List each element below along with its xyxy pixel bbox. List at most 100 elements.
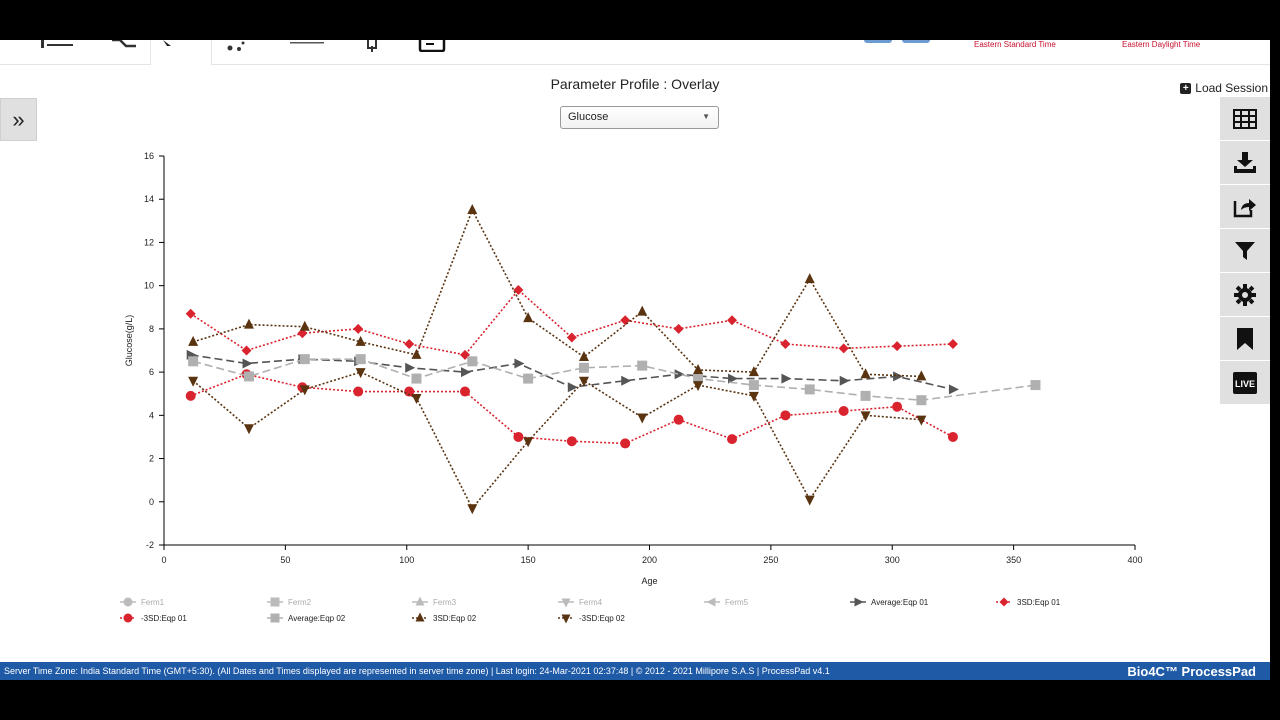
x-tick-label: 350 <box>1006 555 1021 565</box>
x-tick-label: 50 <box>280 555 290 565</box>
parameter-select[interactable]: Glucose ▼ <box>560 106 719 129</box>
data-point <box>860 390 871 401</box>
download-button[interactable] <box>1220 141 1270 185</box>
legend-marker <box>561 614 571 624</box>
report-icon[interactable] <box>418 40 446 52</box>
legend-label: Ferm1 <box>141 598 165 607</box>
footer-info-text: Server Time Zone: India Standard Time (G… <box>4 666 830 676</box>
sidebar-expand-button[interactable]: » <box>0 98 37 141</box>
legend-label: Ferm5 <box>725 598 749 607</box>
x-tick-label: 100 <box>399 555 414 565</box>
bookmark-button[interactable] <box>1220 317 1270 361</box>
data-point <box>467 204 478 215</box>
legend-item[interactable]: -3SD:Eqp 01 <box>120 613 187 624</box>
data-point <box>514 358 525 369</box>
table-view-button[interactable] <box>1220 97 1270 141</box>
data-point <box>523 373 534 384</box>
live-button[interactable]: LIVE <box>1220 361 1270 405</box>
data-point <box>185 390 196 401</box>
data-point <box>188 335 199 346</box>
nav-icon-2[interactable] <box>110 40 140 52</box>
legend-marker <box>270 597 280 607</box>
series-3sd-eqp-01 <box>185 284 958 360</box>
data-point <box>838 406 849 417</box>
nav-tab-active[interactable] <box>150 40 212 65</box>
legend-item[interactable]: Ferm5 <box>704 597 749 608</box>
data-point <box>673 323 684 334</box>
legend-label: Ferm2 <box>288 598 312 607</box>
data-point <box>411 394 422 405</box>
series-line <box>192 208 922 378</box>
legend-item[interactable]: -3SD:Eqp 02 <box>558 614 625 624</box>
data-point <box>411 348 422 359</box>
data-point <box>620 438 631 449</box>
legend-marker <box>123 597 133 607</box>
load-session-button[interactable]: + Load Session <box>1180 81 1268 95</box>
data-point <box>242 358 253 369</box>
data-point <box>673 414 684 425</box>
legend-label: -3SD:Eqp 02 <box>579 614 625 623</box>
data-point <box>567 382 578 393</box>
data-point <box>893 371 904 382</box>
data-point <box>674 369 685 380</box>
y-tick-label: 16 <box>144 151 154 161</box>
y-tick-label: 0 <box>149 497 154 507</box>
data-point <box>513 284 524 295</box>
data-point <box>566 332 577 343</box>
timezone-daylight: Eastern Daylight Time <box>1122 40 1201 49</box>
filter-button[interactable] <box>1220 229 1270 273</box>
load-session-label: Load Session <box>1195 81 1268 95</box>
data-point <box>948 384 959 395</box>
data-point <box>578 362 589 373</box>
legend-item[interactable]: Ferm2 <box>267 597 312 608</box>
legend-item[interactable]: Average:Eqp 01 <box>850 597 929 608</box>
data-point <box>693 381 704 392</box>
scrollbar[interactable] <box>1270 40 1280 680</box>
data-point <box>804 495 815 506</box>
data-point <box>461 367 472 378</box>
probe-icon[interactable] <box>362 40 384 52</box>
status-footer: Server Time Zone: India Standard Time (G… <box>0 662 1270 680</box>
legend-item[interactable]: Ferm1 <box>120 597 165 608</box>
glucose-overlay-chart: -2 0 2 4 6 8 10 12 14 16 0 50 100 150 200 250 300 350 400 A… <box>120 151 1143 624</box>
legend-item[interactable]: Ferm4 <box>558 598 603 608</box>
data-point <box>693 363 704 374</box>
series-line <box>190 373 954 445</box>
data-point <box>299 385 310 396</box>
data-point <box>804 273 815 284</box>
data-point <box>188 356 199 367</box>
plus-icon: + <box>1180 82 1192 94</box>
series-line <box>192 358 1036 402</box>
legend-item[interactable]: 3SD:Eqp 02 <box>412 612 477 624</box>
y-tick-label: 8 <box>149 324 154 334</box>
bookmark-icon <box>1237 327 1253 350</box>
x-tick-label: 0 <box>161 555 166 565</box>
legend-item[interactable]: Ferm3 <box>412 596 457 608</box>
data-point <box>467 504 478 515</box>
legend-item[interactable]: Average:Eqp 02 <box>267 613 346 624</box>
y-tick-label: 6 <box>149 367 154 377</box>
timezone-toggle-1[interactable] <box>864 40 892 43</box>
settings-button[interactable] <box>1220 273 1270 317</box>
data-point <box>916 395 927 406</box>
brand-logo: Bio4C™ ProcessPad <box>1127 664 1256 679</box>
data-point <box>748 380 759 391</box>
legend-marker <box>123 613 133 623</box>
data-point <box>405 362 416 373</box>
timezone-toggle-2[interactable] <box>902 40 930 43</box>
data-point <box>728 373 739 384</box>
x-tick-label: 400 <box>1127 555 1142 565</box>
scatter-icon[interactable] <box>225 40 249 52</box>
live-label: LIVE <box>1235 379 1255 389</box>
nav-icon-1[interactable] <box>38 40 74 52</box>
data-point <box>727 434 738 445</box>
x-axis-label: Age <box>641 576 657 586</box>
legend-item[interactable]: 3SD:Eqp 01 <box>996 597 1061 608</box>
data-point <box>578 350 589 361</box>
data-point <box>243 424 254 435</box>
x-tick-label: 150 <box>521 555 536 565</box>
table-icon <box>1233 108 1257 129</box>
series-line <box>190 288 953 356</box>
timeline-icon[interactable] <box>288 40 328 52</box>
share-button[interactable] <box>1220 185 1270 229</box>
